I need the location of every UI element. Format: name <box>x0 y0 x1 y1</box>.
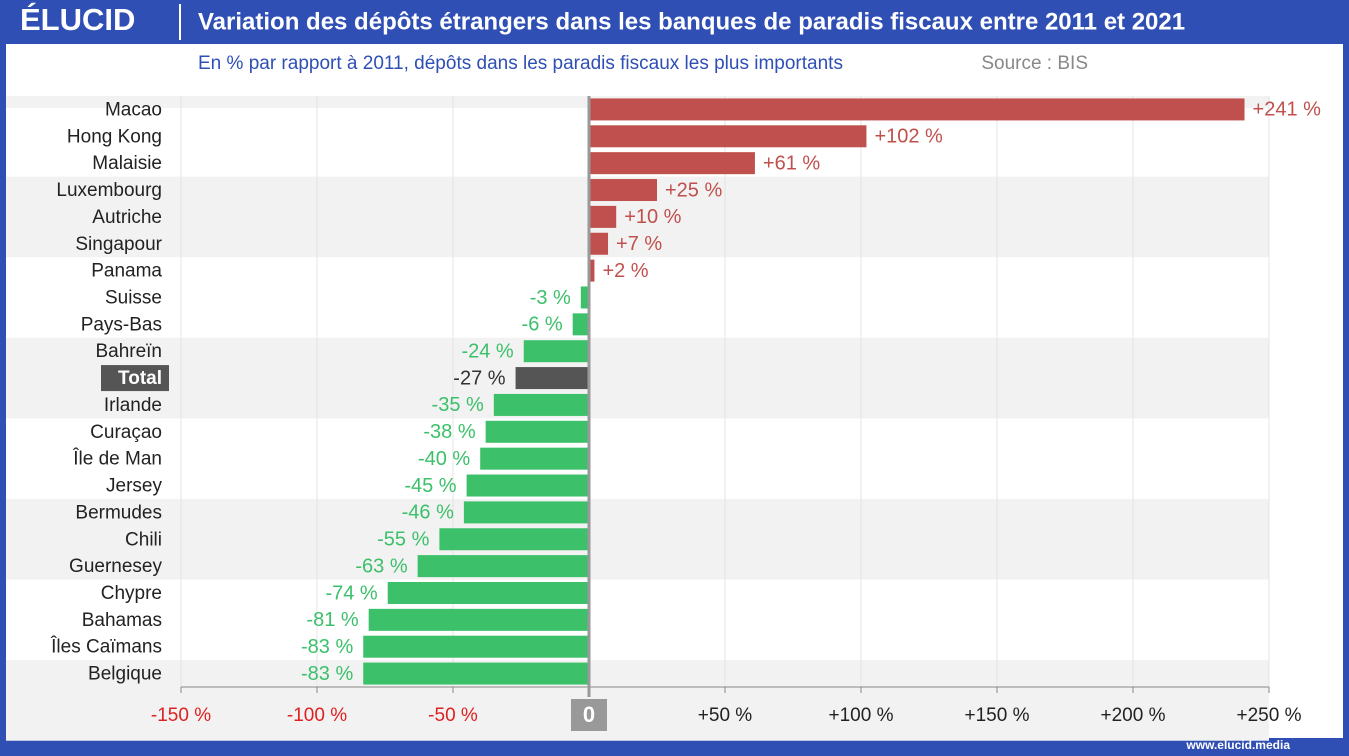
value-label: -55 % <box>377 529 429 551</box>
value-label: -38 % <box>423 421 475 443</box>
x-tick-label: 0 <box>583 702 595 727</box>
category-label: Macao <box>105 99 162 120</box>
x-tick-label: +250 % <box>1237 705 1302 726</box>
value-label: +7 % <box>616 233 662 255</box>
category-label: Chypre <box>101 583 162 604</box>
value-label: -46 % <box>402 502 454 524</box>
bar <box>589 152 755 175</box>
value-label: +241 % <box>1253 99 1322 121</box>
bar <box>589 125 867 148</box>
x-tick-label: -100 % <box>287 705 347 726</box>
source: Source : BIS <box>981 53 1088 74</box>
category-label: Curaçao <box>90 422 162 443</box>
x-tick-label: +200 % <box>1101 705 1166 726</box>
category-label: Bahreïn <box>95 341 162 362</box>
bar <box>523 340 589 363</box>
bar <box>572 313 589 336</box>
category-label: Guernesey <box>69 556 162 577</box>
value-label: -35 % <box>432 394 484 416</box>
row-stripe <box>6 498 1269 580</box>
value-label: -63 % <box>355 555 407 577</box>
footer-url: www.elucid.media <box>1185 738 1290 752</box>
bar <box>580 286 589 309</box>
category-label: Chili <box>125 529 162 550</box>
zero-box <box>571 699 607 731</box>
value-label: -24 % <box>461 340 513 362</box>
value-label: -27 % <box>453 367 505 389</box>
value-label: -40 % <box>418 448 470 470</box>
bar <box>589 179 657 202</box>
category-label: Suisse <box>105 287 162 308</box>
value-label: +2 % <box>602 260 648 282</box>
bar <box>387 581 589 604</box>
value-label: +102 % <box>874 126 943 148</box>
bar <box>363 635 589 658</box>
bar <box>466 474 589 497</box>
x-tick-label: -150 % <box>151 705 211 726</box>
bar <box>439 528 589 551</box>
bar <box>485 420 589 443</box>
category-label: Îles Caïmans <box>50 636 162 658</box>
x-tick-label: -50 % <box>428 705 478 726</box>
bar <box>363 662 589 685</box>
bar <box>480 447 589 470</box>
bar <box>515 367 589 390</box>
category-label: Belgique <box>88 664 162 685</box>
value-label: -45 % <box>404 475 456 497</box>
value-label: +10 % <box>624 206 681 228</box>
category-label: Irlande <box>104 395 162 416</box>
category-label: Panama <box>91 261 162 282</box>
category-label: Singapour <box>75 234 162 255</box>
category-label: Bermudes <box>75 502 162 523</box>
row-stripe <box>6 337 1269 419</box>
bar <box>493 393 589 416</box>
bar <box>589 232 609 255</box>
value-label: -83 % <box>301 663 353 685</box>
category-label: Pays-Bas <box>81 314 162 335</box>
value-label: +25 % <box>665 179 722 201</box>
x-tick-label: +150 % <box>965 705 1030 726</box>
category-label: Malaisie <box>92 153 162 174</box>
bar <box>589 259 595 282</box>
value-label: -81 % <box>306 609 358 631</box>
bar <box>463 501 589 524</box>
value-label: -6 % <box>522 314 563 336</box>
row-stripe <box>6 660 1269 741</box>
category-label: Autriche <box>92 207 162 228</box>
logo: ÉLUCID <box>20 2 135 37</box>
x-tick-label: +50 % <box>698 705 753 726</box>
category-label: Total <box>118 368 162 389</box>
value-label: -83 % <box>301 636 353 658</box>
category-label: Île de Man <box>72 448 162 470</box>
bar <box>589 205 617 228</box>
value-label: -74 % <box>325 582 377 604</box>
bar <box>417 555 589 578</box>
total-highlight <box>101 365 169 392</box>
value-label: +61 % <box>763 152 820 174</box>
bar <box>368 608 589 631</box>
category-label: Jersey <box>106 476 162 497</box>
value-label: -3 % <box>530 287 571 309</box>
category-label: Hong Kong <box>67 126 162 147</box>
category-label: Luxembourg <box>56 180 162 201</box>
bar <box>589 98 1245 121</box>
subtitle: En % par rapport à 2011, dépôts dans les… <box>198 53 843 74</box>
x-tick-label: +100 % <box>829 705 894 726</box>
category-label: Bahamas <box>82 610 162 631</box>
chart-title: Variation des dépôts étrangers dans les … <box>198 8 1185 35</box>
